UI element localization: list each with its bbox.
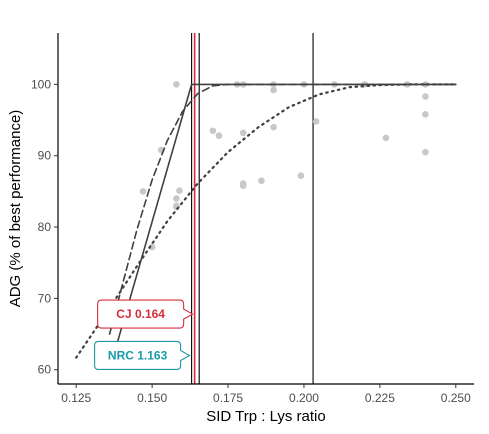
annotations: CJ 0.164 NRC 1.163 [94,299,194,371]
data-point [215,132,223,140]
reference-lines [191,33,314,384]
fit-curves [75,83,457,359]
data-point [176,187,183,194]
data-point [422,111,429,118]
y-tick-label: 70 [38,291,52,305]
dashed-fit-line [108,83,457,335]
data-point [173,195,180,202]
data-point [173,81,180,88]
data-point [239,129,247,137]
axes [57,33,474,385]
data-point [239,182,247,189]
x-tick-label: 0.150 [137,391,167,405]
data-point [270,86,277,94]
callout-box [94,340,191,371]
y-tick-label: 60 [38,363,52,377]
y-axis-title: ADG (% of best performance) [7,110,24,308]
data-point [258,177,265,184]
y-tick-label: 90 [38,149,52,163]
data-point [139,188,147,195]
callout-box [97,299,194,329]
data-point [270,123,277,131]
data-point [422,148,429,156]
y-tick-label: 100 [31,77,51,91]
y-axis-ticks: 60 70 80 90 100 [31,77,58,377]
callout-label: CJ 0.164 [116,307,165,321]
data-point [148,243,156,251]
x-axis-ticks: 0.125 0.150 0.175 0.200 0.225 0.250 [61,384,471,405]
callout-label: NRC 1.163 [108,348,168,362]
callout-1: NRC 1.163 [94,340,191,371]
data-point [382,134,390,142]
data-point [209,127,217,135]
dotted-fit-line [75,83,457,359]
data-point [297,172,305,179]
scatter-points [139,81,429,251]
y-tick-label: 80 [38,220,52,234]
data-point [422,93,429,100]
x-tick-label: 0.175 [213,391,243,405]
data-point [312,118,320,125]
x-tick-label: 0.125 [61,391,91,405]
x-tick-label: 0.200 [289,391,319,405]
x-tick-label: 0.250 [441,391,471,405]
x-tick-label: 0.225 [365,391,395,405]
callout-0: CJ 0.164 [97,299,194,329]
x-axis-title: SID Trp : Lys ratio [206,408,325,425]
